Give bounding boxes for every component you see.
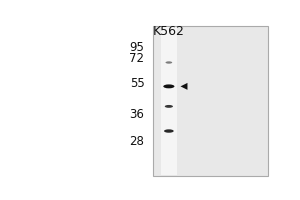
FancyBboxPatch shape: [161, 27, 177, 175]
Text: 28: 28: [130, 135, 145, 148]
Ellipse shape: [166, 61, 172, 64]
Text: 95: 95: [130, 41, 145, 54]
Text: 36: 36: [130, 108, 145, 121]
Ellipse shape: [163, 84, 174, 88]
Text: 55: 55: [130, 77, 145, 90]
Text: K562: K562: [153, 25, 185, 38]
Ellipse shape: [165, 105, 173, 108]
Ellipse shape: [164, 129, 174, 133]
Polygon shape: [181, 83, 188, 90]
Text: 72: 72: [130, 52, 145, 65]
FancyBboxPatch shape: [153, 26, 268, 176]
